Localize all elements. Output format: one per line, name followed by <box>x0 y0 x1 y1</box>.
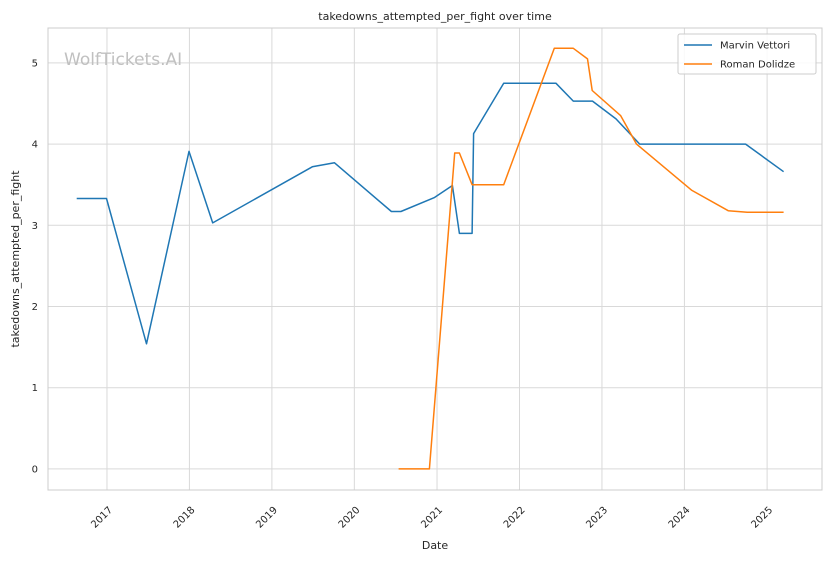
plot-area <box>48 28 822 490</box>
legend: Marvin Vettori Roman Dolidze <box>677 33 817 75</box>
chart-title: takedowns_attempted_per_fight over time <box>318 10 552 23</box>
series-line-marvin-vettori <box>76 82 785 345</box>
y-tick-label: 1 <box>32 383 38 394</box>
y-tick-label: 4 <box>32 140 38 151</box>
series-line-roman-dolidze <box>398 47 784 470</box>
legend-label-marvin-vettori: Marvin Vettori <box>720 41 790 52</box>
y-tick-label: 5 <box>32 58 38 69</box>
series-lines <box>76 47 785 470</box>
legend-label-roman-dolidze: Roman Dolidze <box>720 60 795 71</box>
plot-frame <box>47 27 823 491</box>
y-tick-label: 0 <box>32 464 38 475</box>
y-tick-label: 3 <box>32 221 38 232</box>
watermark: WolfTickets.AI <box>64 50 182 70</box>
x-axis-label: Date <box>422 539 449 552</box>
grid <box>48 28 822 490</box>
legend-box <box>677 33 817 75</box>
y-tick-label: 2 <box>32 302 38 313</box>
y-axis-label: takedowns_attempted_per_fight <box>9 170 22 348</box>
